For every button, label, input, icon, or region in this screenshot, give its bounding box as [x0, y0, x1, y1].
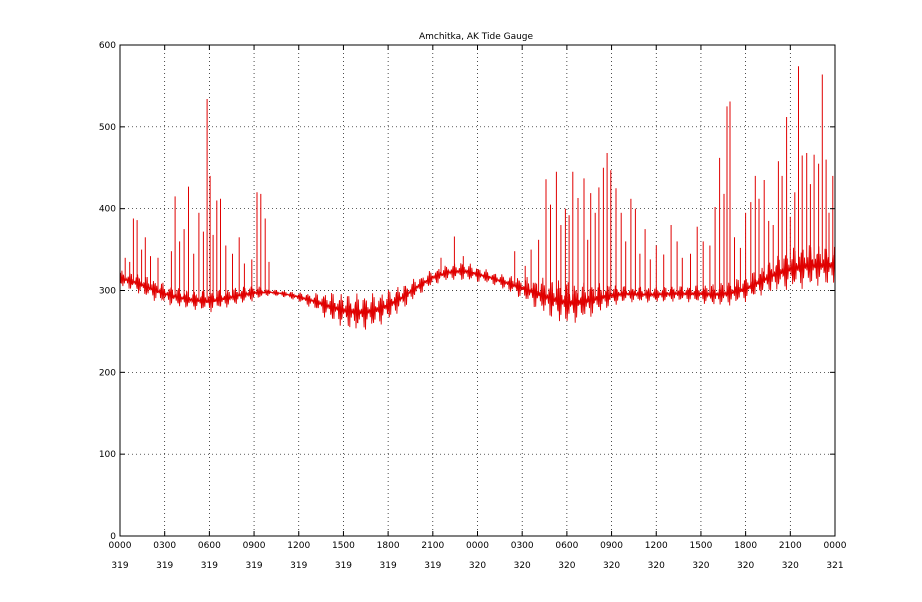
y-axis: 0 100 200 300 400 500 600	[99, 41, 835, 542]
x-tick-label-time: 2100	[779, 541, 802, 551]
x-tick-label-day: 320	[558, 561, 575, 571]
x-tick-label-time: 1500	[689, 541, 712, 551]
y-tick-label: 500	[99, 123, 116, 133]
x-tick-label-day: 319	[290, 561, 307, 571]
x-tick-label-day: 320	[782, 561, 799, 571]
x-tick-label-time: 0600	[198, 541, 221, 551]
x-tick-label-time: 0000	[466, 541, 489, 551]
x-tick-label-time: 0300	[511, 541, 534, 551]
x-tick-label-day: 319	[335, 561, 352, 571]
x-tick-label-time: 0900	[600, 541, 623, 551]
x-tick-label-day: 319	[156, 561, 173, 571]
x-tick-label-time: 0600	[555, 541, 578, 551]
x-tick-label-time: 0900	[243, 541, 266, 551]
series-line	[119, 245, 836, 330]
x-tick-label-day: 319	[380, 561, 397, 571]
x-tick-label-time: 1800	[377, 541, 400, 551]
y-tick-label: 100	[99, 450, 116, 460]
x-tick-label-time: 1200	[645, 541, 668, 551]
x-tick-label-day: 319	[424, 561, 441, 571]
x-tick-label-time: 0000	[109, 541, 132, 551]
x-axis: 0000 319 0300 319 0600 319 0900 319 1200 319 1500 3…	[109, 45, 847, 571]
x-tick-label-time: 1500	[332, 541, 355, 551]
y-tick-label: 400	[99, 205, 116, 215]
x-tick-label-day: 320	[648, 561, 665, 571]
y-tick-label: 0	[110, 532, 116, 542]
y-tick-label: 300	[99, 287, 116, 297]
y-tick-label: 600	[99, 41, 116, 51]
x-tick-label-time: 0300	[153, 541, 176, 551]
x-tick-label-time: 0000	[824, 541, 847, 551]
x-tick-label-time: 2100	[421, 541, 444, 551]
x-tick-label-day: 321	[826, 561, 843, 571]
x-tick-label-day: 320	[514, 561, 531, 571]
x-tick-label-day: 319	[245, 561, 262, 571]
x-tick-label-day: 320	[692, 561, 709, 571]
x-tick-label-time: 1200	[287, 541, 310, 551]
x-tick-label-day: 320	[603, 561, 620, 571]
x-tick-label-day: 319	[201, 561, 218, 571]
x-tick-label-time: 1800	[734, 541, 757, 551]
y-tick-label: 200	[99, 368, 116, 378]
x-tick-label-day: 319	[111, 561, 128, 571]
chart-title: Amchitka, AK Tide Gauge	[419, 32, 534, 42]
series-layer	[119, 66, 836, 330]
x-tick-label-day: 320	[737, 561, 754, 571]
x-tick-label-day: 320	[469, 561, 486, 571]
